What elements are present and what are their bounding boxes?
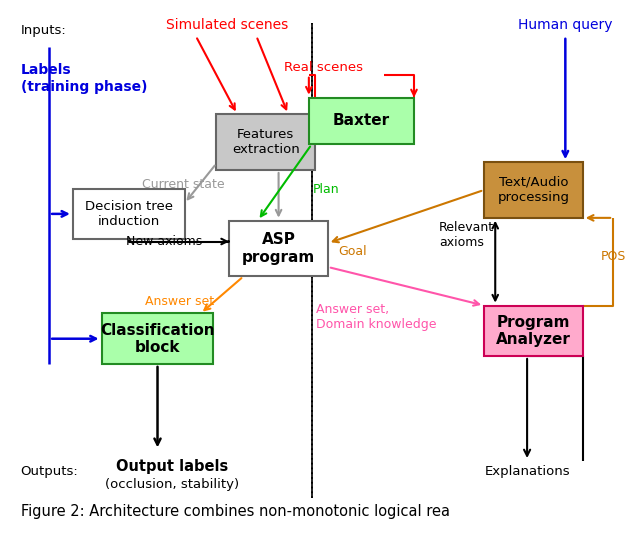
FancyBboxPatch shape [73,189,184,239]
FancyBboxPatch shape [102,313,213,364]
Text: Goal: Goal [338,245,367,257]
Text: Features
extraction: Features extraction [232,128,300,156]
Text: Simulated scenes: Simulated scenes [166,18,289,32]
Text: Answer set,
Domain knowledge: Answer set, Domain knowledge [316,303,436,332]
Text: POS: POS [600,250,626,263]
Text: Decision tree
induction: Decision tree induction [85,200,173,228]
Text: Human query: Human query [518,18,612,32]
Text: Classification
block: Classification block [100,323,215,355]
Text: Explanations: Explanations [484,465,570,478]
Text: New axioms: New axioms [126,235,202,248]
Text: Current state: Current state [141,178,224,191]
Text: Relevant
axioms: Relevant axioms [439,221,494,249]
Text: Real scenes: Real scenes [284,61,363,74]
Text: Figure 2: Architecture combines non-monotonic logical rea: Figure 2: Architecture combines non-mono… [20,504,449,520]
Text: Plan: Plan [312,184,339,197]
FancyBboxPatch shape [484,162,583,218]
Text: Answer set: Answer set [145,295,214,308]
Text: (occlusion, stability): (occlusion, stability) [105,478,239,491]
Text: Text/Audio
processing: Text/Audio processing [497,176,570,204]
Text: Program
Analyzer: Program Analyzer [496,315,571,347]
FancyBboxPatch shape [229,221,328,276]
Text: Baxter: Baxter [333,113,390,128]
Text: Outputs:: Outputs: [20,465,78,478]
FancyBboxPatch shape [484,305,583,356]
FancyBboxPatch shape [309,98,414,144]
FancyBboxPatch shape [216,114,316,170]
Text: Output labels: Output labels [116,459,228,474]
Text: ASP
program: ASP program [242,232,316,265]
Text: Labels
(training phase): Labels (training phase) [20,64,147,93]
Text: Inputs:: Inputs: [20,24,67,37]
